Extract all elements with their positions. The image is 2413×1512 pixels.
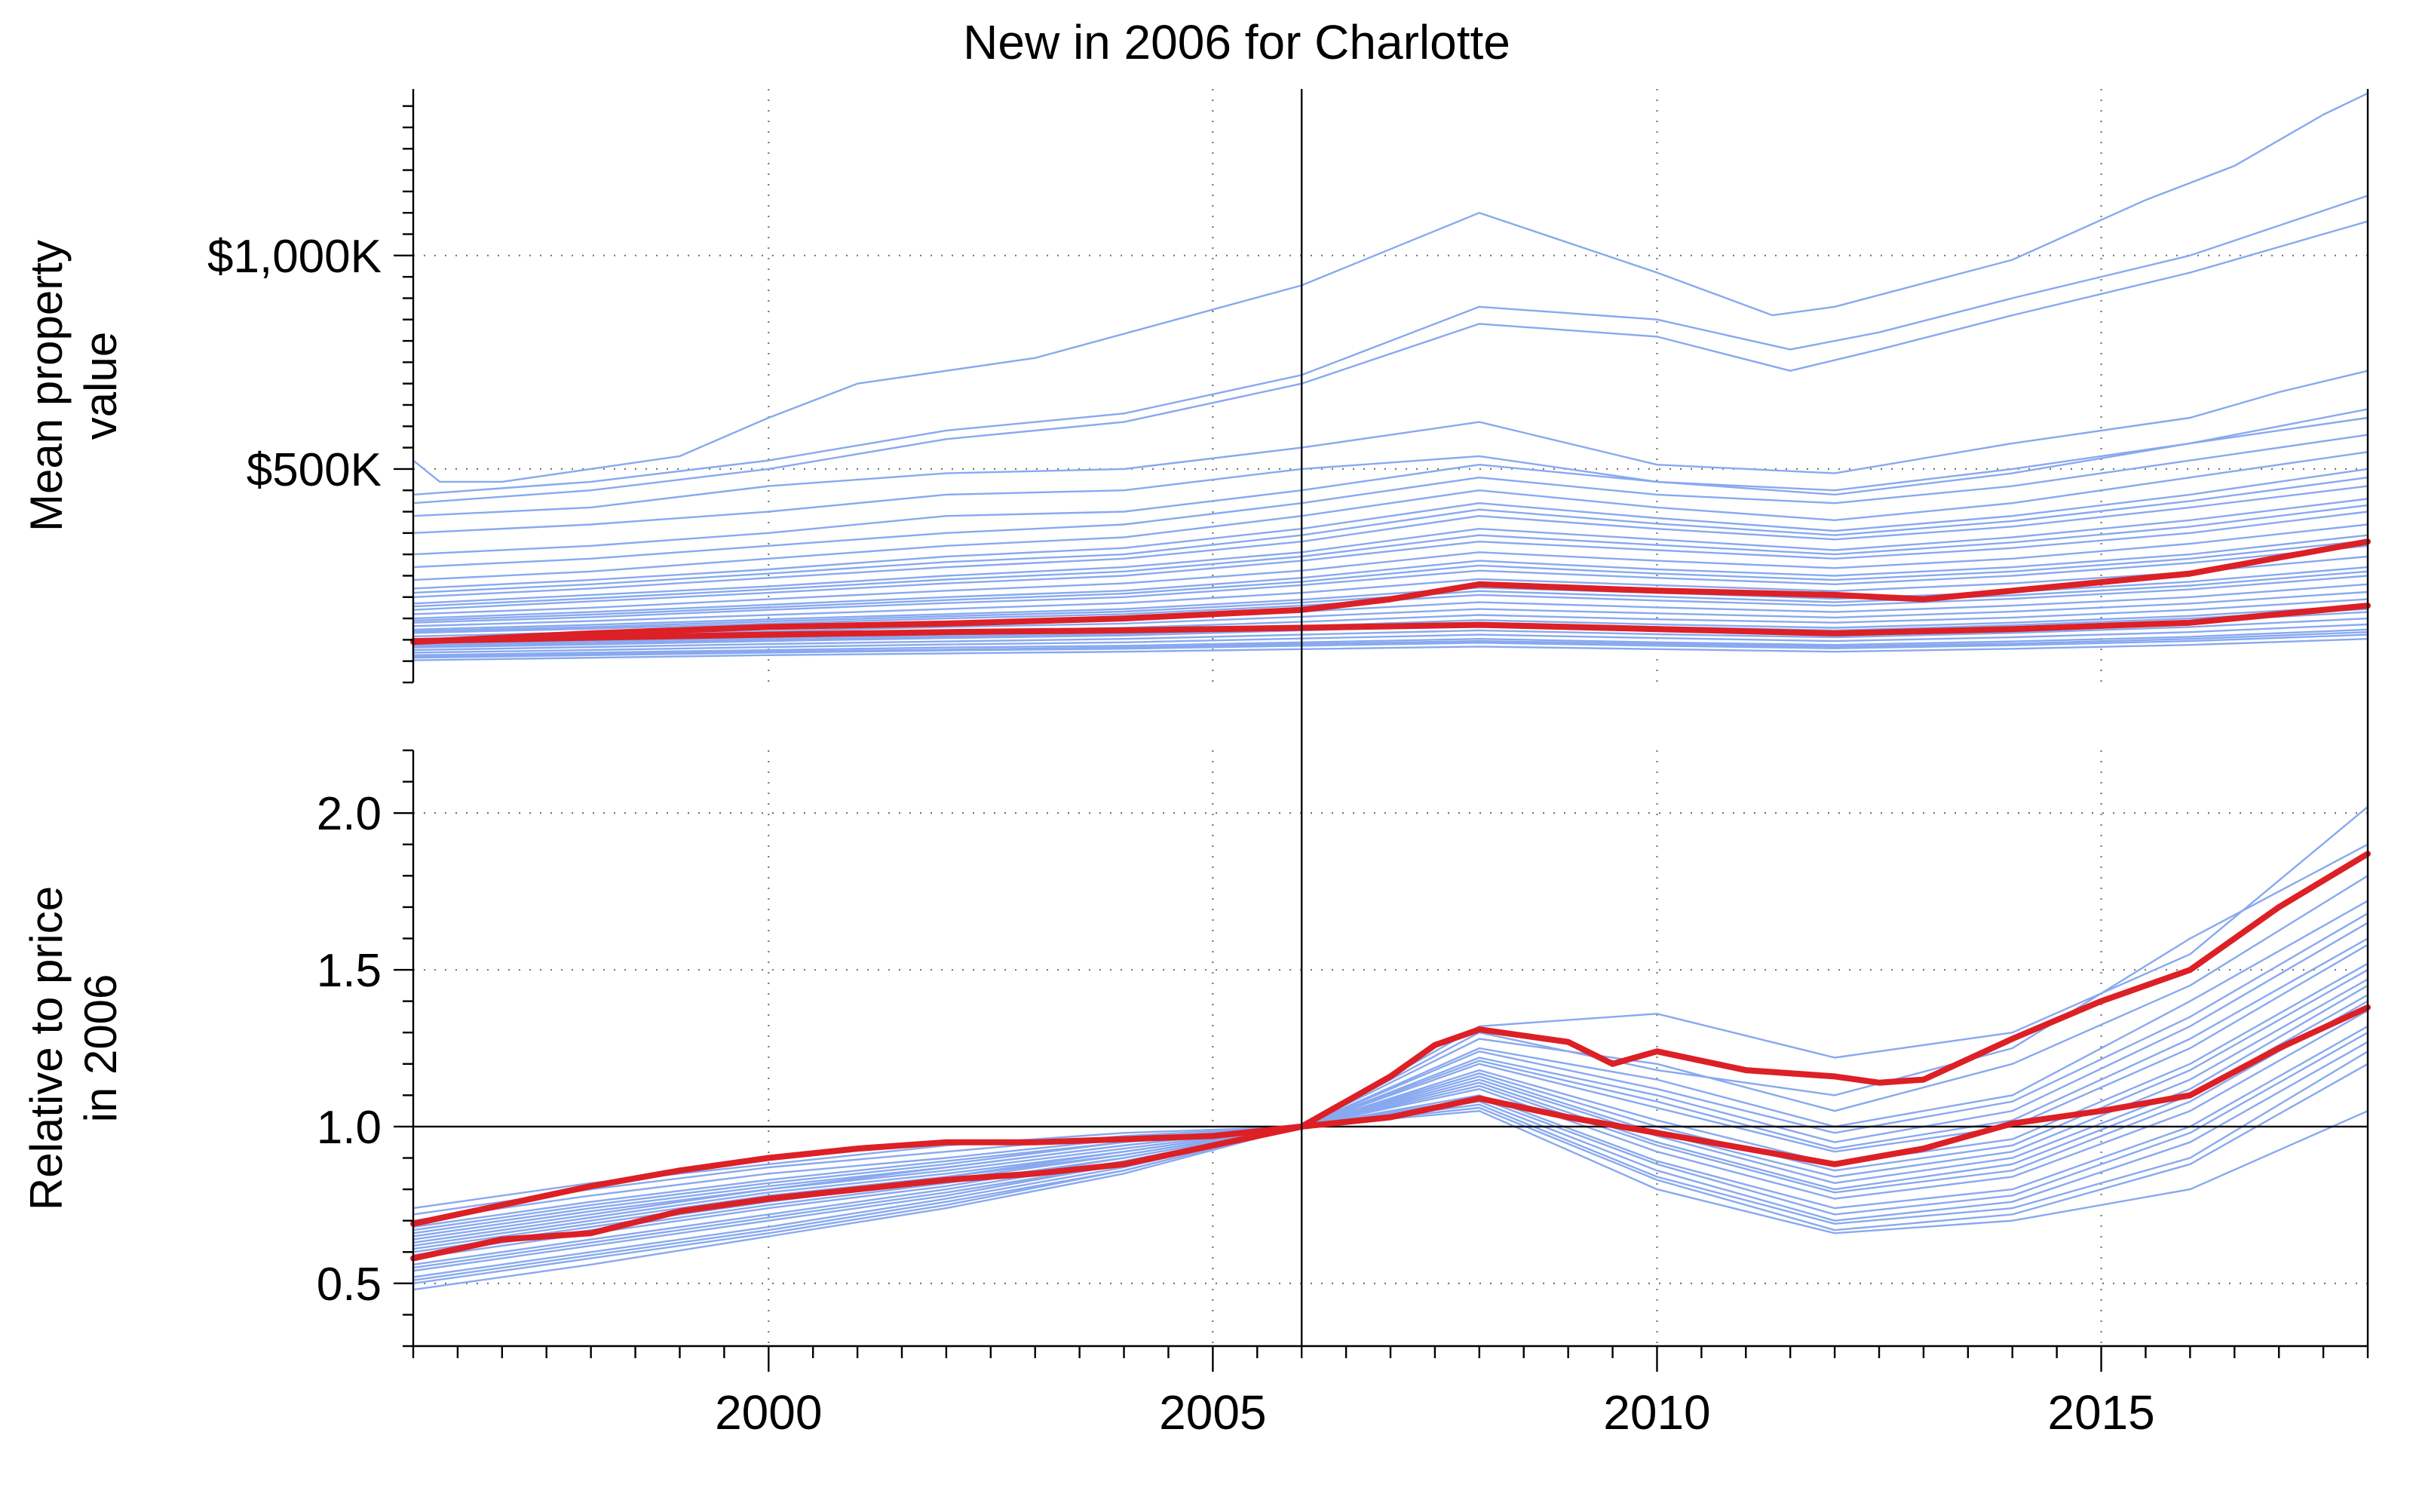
background-series-bottom-3 — [412, 922, 2369, 1228]
background-series-top-23 — [412, 617, 2369, 652]
y-tick-label-top-0: $500K — [247, 444, 382, 496]
background-series-top-21 — [412, 604, 2369, 646]
background-series-top-14 — [412, 544, 2369, 624]
y-axis-label-top-line-1: value — [75, 332, 126, 440]
x-tick-label-3: 2015 — [2047, 1385, 2154, 1440]
background-series-bottom-16 — [412, 1000, 2369, 1256]
background-series-top-13 — [412, 534, 2369, 620]
background-series-top-27 — [412, 638, 2369, 661]
background-series-bottom-9 — [412, 1025, 2369, 1266]
background-series-bottom-6 — [412, 978, 2369, 1247]
background-series-top-12 — [412, 523, 2369, 615]
x-tick-label-0: 2000 — [715, 1385, 822, 1440]
background-series-top-30 — [412, 539, 2369, 622]
background-series-top-24 — [412, 623, 2369, 654]
background-series-bottom-10 — [412, 1041, 2369, 1272]
background-series-top-3 — [412, 370, 2369, 517]
background-series-bottom-4 — [412, 943, 2369, 1234]
background-series-bottom-14 — [412, 912, 2369, 1231]
background-series-bottom-8 — [412, 1009, 2369, 1259]
background-series-bottom-0 — [412, 805, 2369, 1210]
background-series-top-6 — [412, 434, 2369, 569]
background-series-top-25 — [412, 628, 2369, 656]
background-series-top-5 — [412, 416, 2369, 556]
background-series-bottom-17 — [412, 1032, 2369, 1269]
background-series-top-33 — [412, 631, 2369, 658]
background-series-top-15 — [412, 555, 2369, 627]
y-axis-label-bottom-line-0: Relative to price — [21, 886, 72, 1210]
x-tick-label-2: 2010 — [1603, 1385, 1710, 1440]
background-series-top-0 — [412, 92, 2369, 483]
y-tick-label-bottom-2: 1.5 — [317, 945, 382, 997]
background-series-top-11 — [412, 511, 2369, 611]
chart-title: New in 2006 for Charlotte — [963, 15, 1510, 69]
background-series-top-7 — [412, 451, 2369, 581]
background-series-top-19 — [412, 590, 2369, 641]
background-series-bottom-1 — [412, 875, 2369, 1216]
y-tick-label-top-1: $1,000K — [207, 231, 382, 283]
y-tick-label-bottom-0: 0.5 — [317, 1259, 382, 1311]
background-series-bottom-7 — [412, 994, 2369, 1253]
y-tick-label-bottom-3: 2.0 — [317, 788, 382, 840]
background-series-top-2 — [412, 220, 2369, 505]
highlight-series-bottom-0 — [410, 851, 2371, 1227]
y-axis-label-top-line-0: Mean property — [21, 240, 72, 532]
background-series-top-10 — [412, 498, 2369, 605]
background-series-bottom-15 — [412, 968, 2369, 1244]
highlight-series-top-0 — [410, 538, 2371, 646]
y-axis-label-bottom-line-1: in 2006 — [75, 974, 126, 1123]
highlight-series-top-1 — [410, 603, 2371, 645]
background-series-bottom-19 — [412, 937, 2369, 1238]
background-series-top-1 — [412, 195, 2369, 496]
background-series-top-29 — [412, 504, 2369, 608]
background-series-top-4 — [412, 408, 2369, 534]
background-series-bottom-2 — [412, 900, 2369, 1222]
background-series-top-9 — [412, 485, 2369, 598]
background-series-top-28 — [412, 477, 2369, 594]
highlight-series-bottom-1 — [410, 1004, 2371, 1262]
background-series-top-8 — [412, 468, 2369, 590]
y-tick-label-bottom-1: 1.0 — [317, 1102, 382, 1154]
x-tick-label-1: 2005 — [1159, 1385, 1266, 1440]
